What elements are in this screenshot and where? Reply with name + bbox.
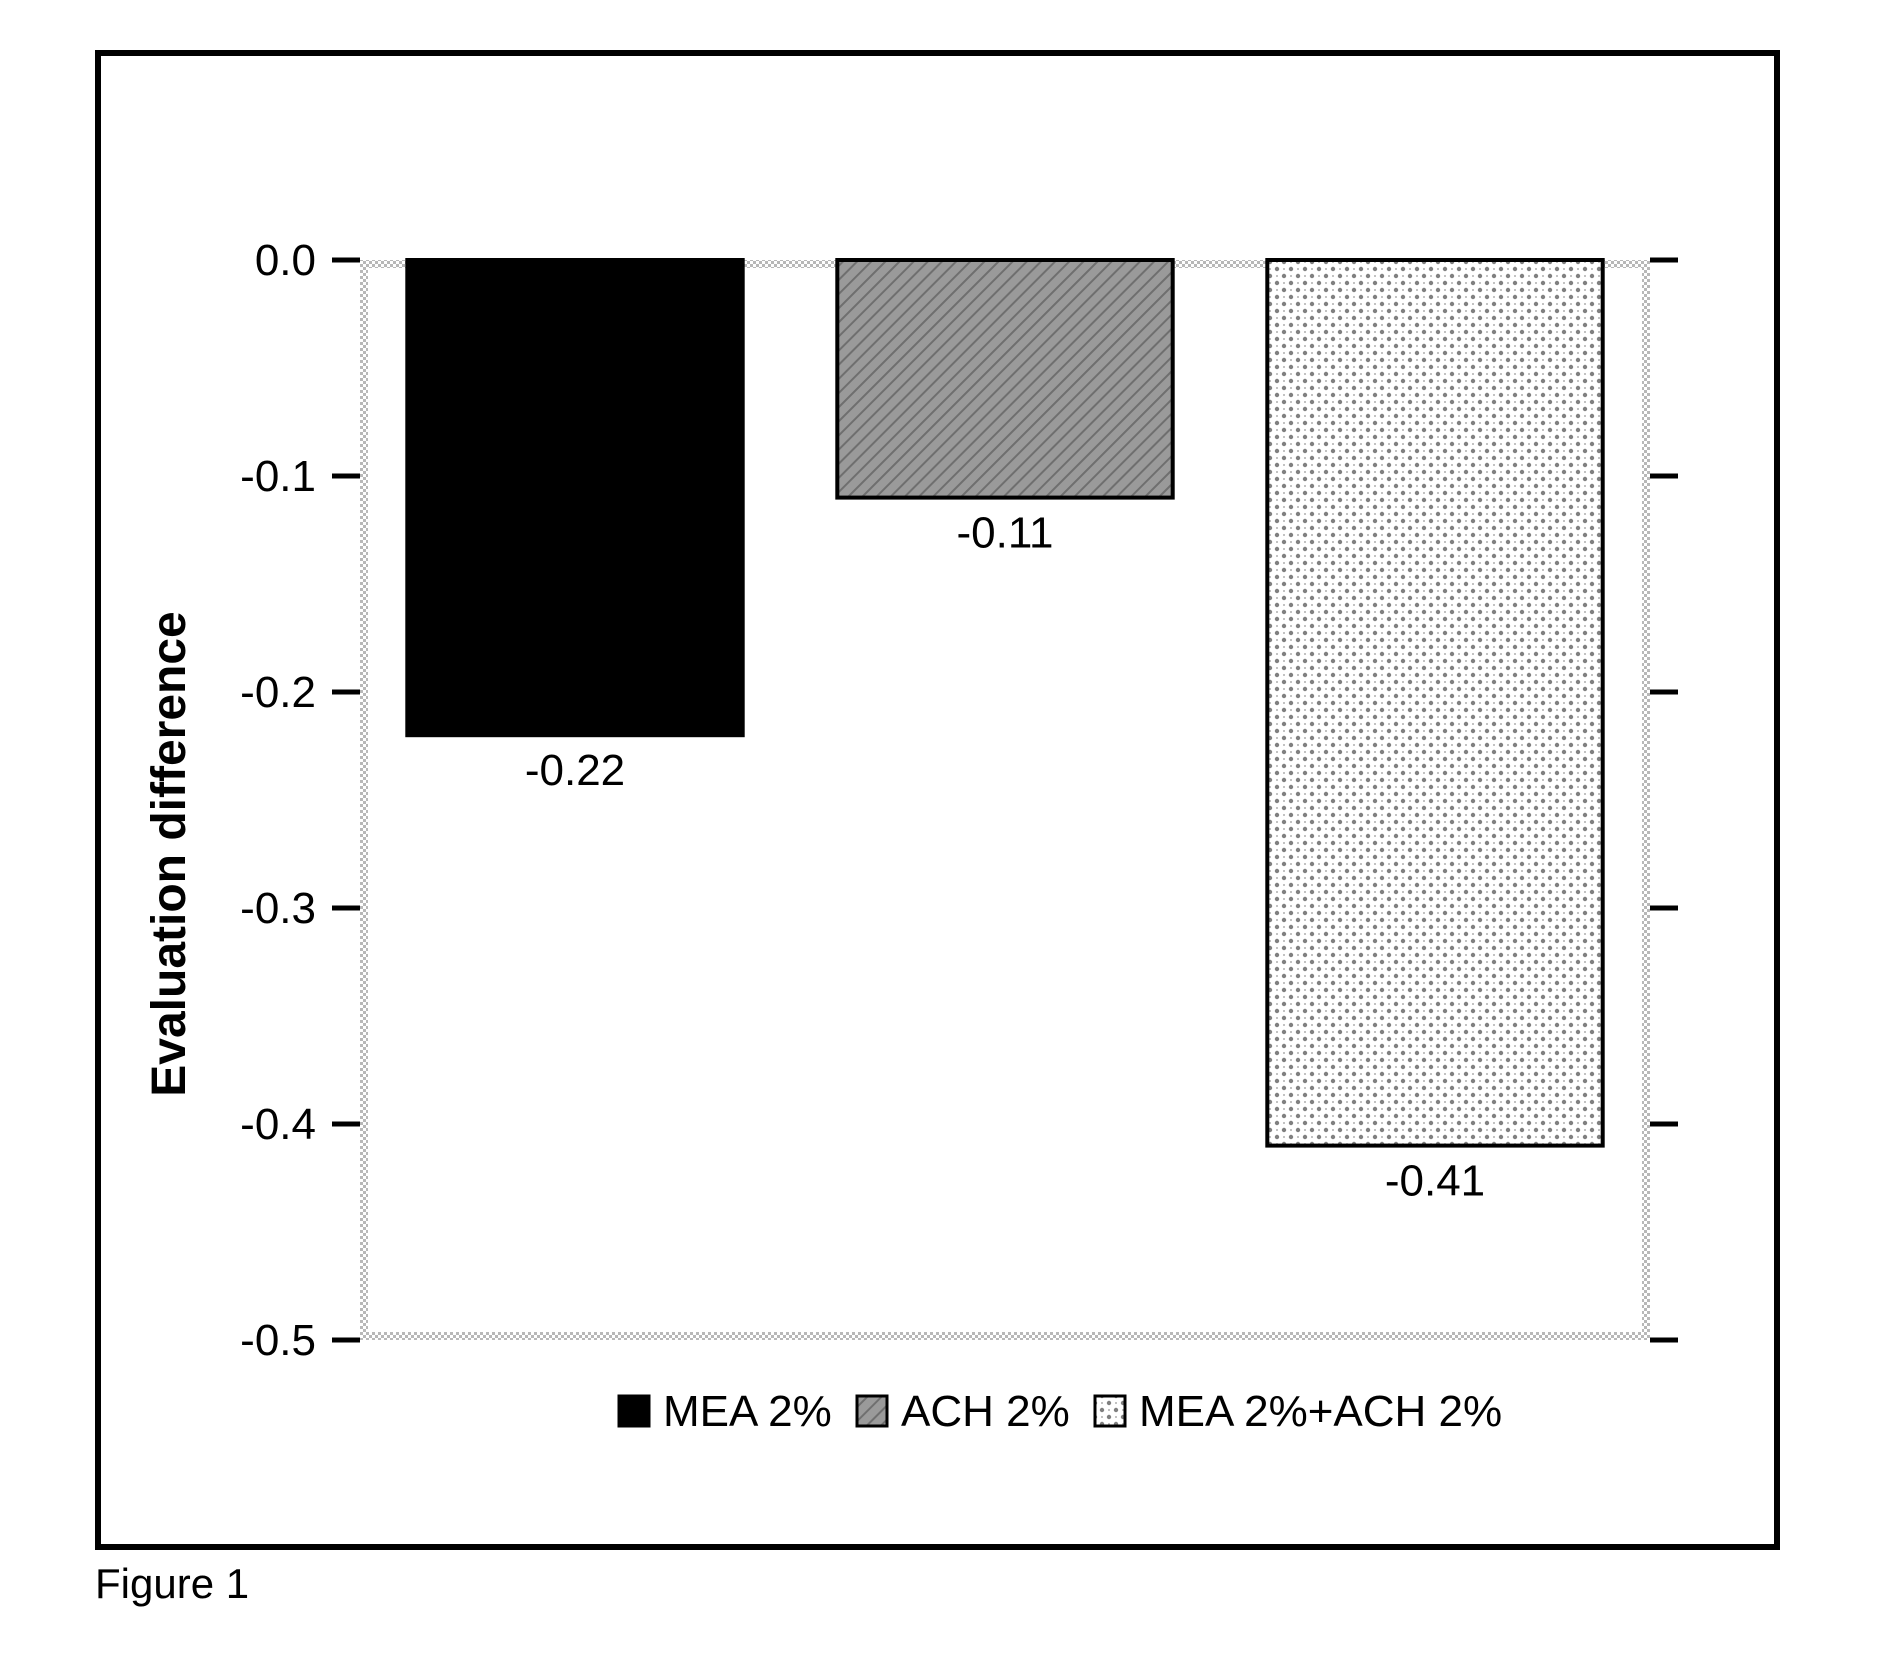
ytick-label: -0.4: [240, 1100, 316, 1149]
page: 0.0 -0.1 -0.2 -0.3 -0.4 -0.5 Evaluation differ…: [0, 0, 1877, 1680]
legend-label: MEA 2%: [663, 1387, 832, 1436]
legend-swatch: [857, 1396, 887, 1426]
legend-label: ACH 2%: [901, 1387, 1070, 1436]
ytick-label: -0.2: [240, 668, 316, 717]
legend-swatch: [619, 1396, 649, 1426]
bar: [407, 260, 742, 735]
chart-svg: 0.0 -0.1 -0.2 -0.3 -0.4 -0.5 Evaluation differ…: [0, 0, 1877, 1680]
chart-group: 0.0 -0.1 -0.2 -0.3 -0.4 -0.5 Evaluation differ…: [143, 236, 1678, 1436]
bar: [837, 260, 1172, 498]
plot-border-right: [1642, 260, 1650, 1340]
legend-swatch: [1095, 1396, 1125, 1426]
plot-border-bottom: [360, 1332, 1650, 1340]
ytick-label: -0.3: [240, 884, 316, 933]
ytick-label: -0.5: [240, 1316, 316, 1365]
ytick-label: 0.0: [255, 236, 316, 285]
legend-label: MEA 2%+ACH 2%: [1139, 1387, 1502, 1436]
y-axis-label: Evaluation difference: [143, 611, 196, 1096]
plot-border-left: [360, 260, 368, 1340]
figure-caption: Figure 1: [95, 1560, 249, 1608]
bar-value-label: -0.22: [525, 746, 625, 795]
ytick-label: -0.1: [240, 452, 316, 501]
bar: [1267, 260, 1602, 1146]
bar-value-label: -0.11: [956, 509, 1053, 558]
bar-value-label: -0.41: [1385, 1157, 1485, 1206]
